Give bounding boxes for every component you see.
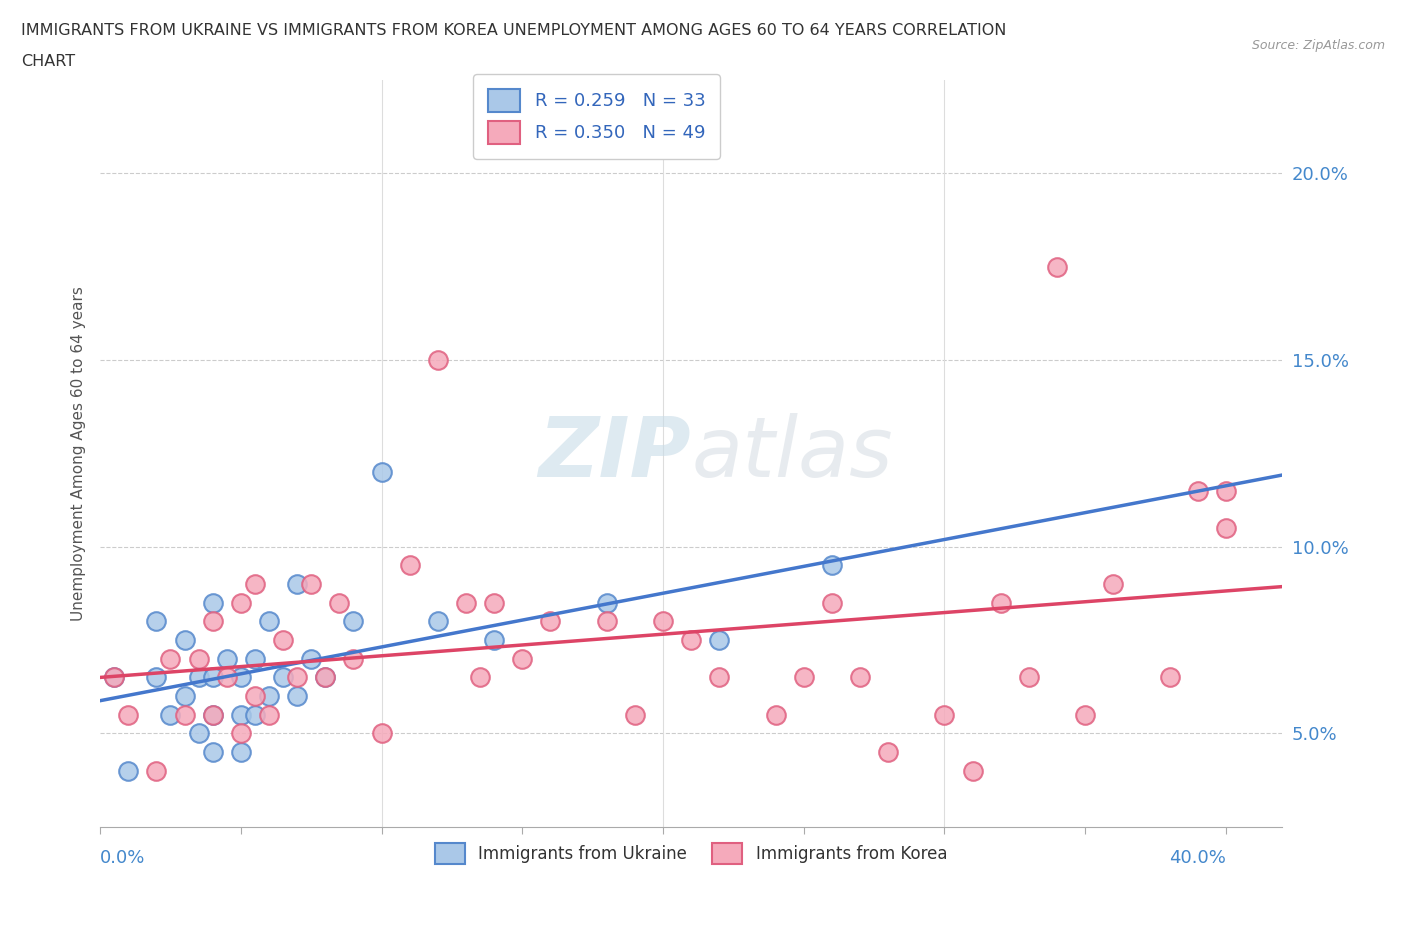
Point (201, 745, 224, 760)
Point (765, 708, 787, 723)
Point (342, 614, 364, 629)
Point (821, 595, 844, 610)
Point (398, 558, 420, 573)
Point (201, 708, 224, 723)
Point (173, 632, 195, 647)
Point (652, 614, 675, 629)
Point (877, 745, 900, 760)
Point (328, 595, 350, 610)
Point (538, 614, 561, 629)
Point (1215, 521, 1237, 536)
Point (187, 651, 209, 666)
Point (117, 708, 139, 723)
Point (257, 614, 280, 629)
Point (187, 670, 209, 684)
Point (482, 632, 505, 647)
Point (173, 708, 195, 723)
Point (990, 595, 1012, 610)
Point (849, 670, 872, 684)
Point (595, 595, 617, 610)
Point (285, 688, 308, 703)
Text: Source: ZipAtlas.com: Source: ZipAtlas.com (1251, 39, 1385, 52)
Point (243, 708, 266, 723)
Point (229, 708, 252, 723)
Point (1159, 670, 1181, 684)
Point (257, 688, 280, 703)
Text: CHART: CHART (21, 54, 75, 69)
Point (962, 764, 984, 778)
Point (145, 764, 167, 778)
Point (934, 708, 956, 723)
Point (243, 688, 266, 703)
Point (257, 708, 280, 723)
Point (1215, 484, 1237, 498)
Text: 40.0%: 40.0% (1168, 849, 1226, 867)
Point (370, 465, 392, 480)
Point (454, 595, 477, 610)
Point (215, 651, 238, 666)
Point (159, 708, 181, 723)
Point (229, 670, 252, 684)
Point (271, 670, 294, 684)
Text: IMMIGRANTS FROM UKRAINE VS IMMIGRANTS FROM KOREA UNEMPLOYMENT AMONG AGES 60 TO 6: IMMIGRANTS FROM UKRAINE VS IMMIGRANTS FR… (21, 23, 1007, 38)
Point (243, 577, 266, 591)
Text: ZIP: ZIP (538, 413, 692, 494)
Point (243, 651, 266, 666)
Point (1018, 670, 1040, 684)
Point (201, 670, 224, 684)
Point (342, 651, 364, 666)
Point (145, 670, 167, 684)
Point (103, 670, 125, 684)
Point (173, 688, 195, 703)
Point (1187, 484, 1209, 498)
Point (1074, 708, 1097, 723)
Point (187, 726, 209, 741)
Point (510, 651, 533, 666)
Point (145, 614, 167, 629)
Point (681, 632, 703, 647)
Point (271, 632, 294, 647)
Point (426, 614, 449, 629)
Point (370, 726, 392, 741)
Point (426, 352, 449, 367)
Text: atlas: atlas (692, 413, 893, 494)
Point (229, 595, 252, 610)
Point (117, 764, 139, 778)
Text: 0.0%: 0.0% (100, 849, 145, 867)
Point (709, 670, 731, 684)
Legend: Immigrants from Ukraine, Immigrants from Korea: Immigrants from Ukraine, Immigrants from… (429, 836, 953, 870)
Point (299, 577, 322, 591)
Point (709, 632, 731, 647)
Point (229, 726, 252, 741)
Point (821, 558, 844, 573)
Point (793, 670, 815, 684)
Point (314, 670, 336, 684)
Point (468, 670, 491, 684)
Point (299, 651, 322, 666)
Point (201, 708, 224, 723)
Point (103, 670, 125, 684)
Point (229, 745, 252, 760)
Point (285, 670, 308, 684)
Point (285, 577, 308, 591)
Point (201, 595, 224, 610)
Point (215, 670, 238, 684)
Point (482, 595, 505, 610)
Point (201, 614, 224, 629)
Point (1102, 577, 1125, 591)
Point (159, 651, 181, 666)
Point (314, 670, 336, 684)
Y-axis label: Unemployment Among Ages 60 to 64 years: Unemployment Among Ages 60 to 64 years (72, 286, 86, 621)
Point (1046, 259, 1069, 274)
Point (624, 708, 647, 723)
Point (595, 614, 617, 629)
